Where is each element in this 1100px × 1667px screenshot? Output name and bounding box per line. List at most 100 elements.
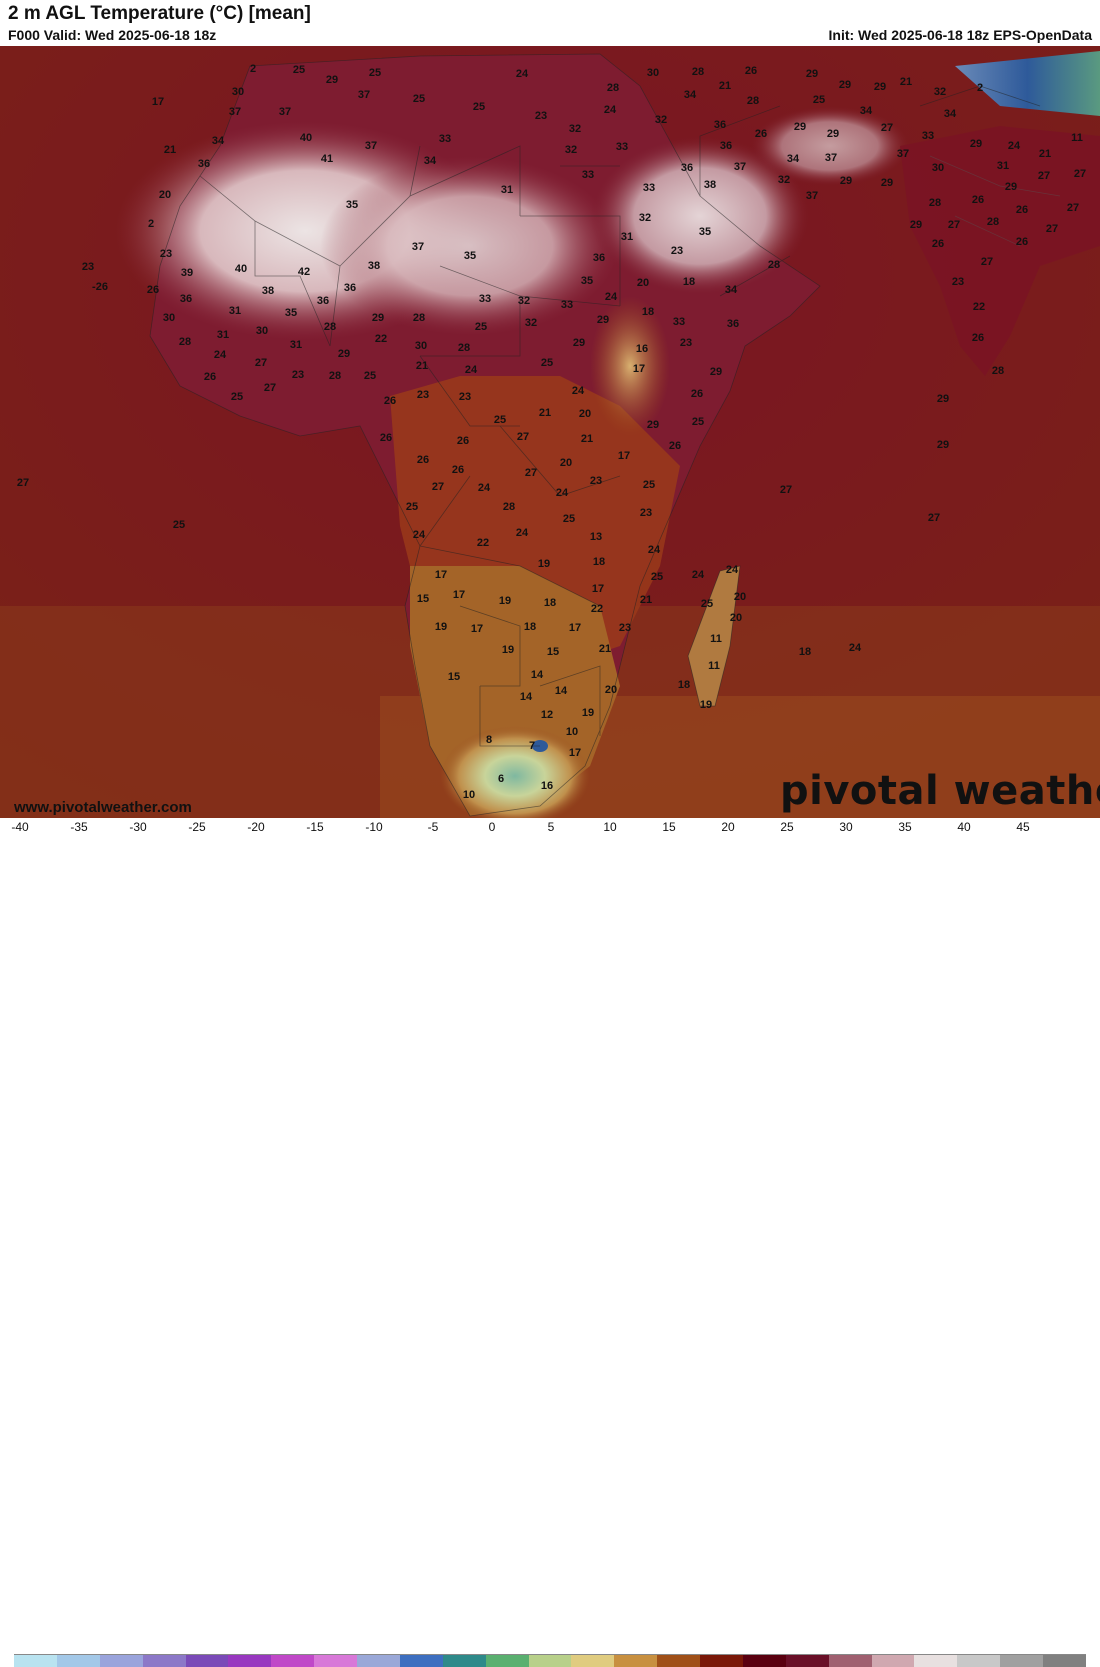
temperature-value: 25: [562, 513, 576, 525]
temperature-value: 27: [524, 467, 538, 479]
temperature-value: 19: [581, 707, 595, 719]
temperature-value: 27: [16, 477, 30, 489]
temperature-value: 27: [254, 357, 268, 369]
temperature-value: 28: [323, 321, 337, 333]
temperature-value: 29: [337, 348, 351, 360]
temperature-value: 24: [725, 564, 739, 576]
temperature-value: 32: [564, 144, 578, 156]
scale-color-swatch: [357, 1655, 400, 1667]
temperature-value: 30: [255, 325, 269, 337]
temperature-value: 37: [805, 190, 819, 202]
temperature-map[interactable]: 2 25 29 25 24 30 28 26 29 30 37 25 25 28 34 21 28 25 29 29 2…: [0, 46, 1100, 818]
temperature-value: 25: [540, 357, 554, 369]
temperature-value: 25: [405, 501, 419, 513]
temperature-value: 29: [936, 393, 950, 405]
temperature-value: 26: [203, 371, 217, 383]
temperature-value: 24: [464, 364, 478, 376]
temperature-value: 26: [383, 395, 397, 407]
temperature-value: 17: [591, 583, 605, 595]
temperature-value: 35: [463, 250, 477, 262]
temperature-value: 23: [670, 245, 684, 257]
temperature-value: 37: [824, 152, 838, 164]
scale-color-swatch: [700, 1655, 743, 1667]
temperature-value: 29: [596, 314, 610, 326]
scale-color-swatch: [614, 1655, 658, 1667]
temperature-value: 29: [709, 366, 723, 378]
temperature-value: 24: [571, 385, 585, 397]
temperature-value: 20: [729, 612, 743, 624]
scale-color-swatch: [271, 1655, 315, 1667]
temperature-value: 2: [147, 218, 155, 230]
temperature-value: 25: [363, 370, 377, 382]
scale-color-swatch: [528, 1655, 572, 1667]
temperature-value: 33: [672, 316, 686, 328]
temperature-value: 20: [604, 684, 618, 696]
map-title: 2 m AGL Temperature (°C) [mean]: [8, 3, 311, 24]
scale-tick-label: 35: [898, 820, 912, 834]
temperature-value: 27: [1066, 202, 1080, 214]
temperature-value: 20: [158, 189, 172, 201]
temperature-value: 38: [367, 260, 381, 272]
temperature-value: 24: [603, 104, 617, 116]
temperature-value: 33: [438, 133, 452, 145]
temperature-value: 38: [261, 285, 275, 297]
temperature-value: 36: [713, 119, 727, 131]
temperature-value: 17: [470, 623, 484, 635]
temperature-value: 8: [485, 734, 493, 746]
temperature-value: 27: [880, 122, 894, 134]
temperature-value: 25: [368, 67, 382, 79]
temperature-value: 11: [710, 633, 722, 645]
temperature-value: 20: [578, 408, 592, 420]
website-url[interactable]: www.pivotalweather.com: [14, 799, 192, 816]
temperature-value: 18: [523, 621, 537, 633]
temperature-value: 28: [178, 336, 192, 348]
scale-tick-label: -35: [70, 820, 88, 834]
scale-tick-label: 25: [780, 820, 794, 834]
scale-color-swatch: [914, 1655, 958, 1667]
temperature-value: 27: [431, 481, 445, 493]
temperature-value: 33: [921, 130, 935, 142]
temperature-value: 24: [691, 569, 705, 581]
scale-tick-label: -10: [365, 820, 383, 834]
temperature-value: 21: [163, 144, 177, 156]
temperature-value: 32: [777, 174, 791, 186]
temperature-value: 26: [1015, 204, 1029, 216]
temperature-value: 2: [976, 82, 984, 94]
temperature-value: 24: [647, 544, 661, 556]
temperature-value: 27: [779, 484, 793, 496]
temperature-value: 26: [456, 435, 470, 447]
temperature-value: 22: [590, 603, 604, 615]
temperature-value: 31: [216, 329, 230, 341]
temperature-value: 29: [873, 81, 887, 93]
temperature-value: 23: [534, 110, 548, 122]
temperature-value: 20: [733, 591, 747, 603]
temperature-value: 28: [328, 370, 342, 382]
temperature-value: 19: [501, 644, 515, 656]
temperature-value: 23: [416, 389, 430, 401]
scale-tick-label: -20: [247, 820, 265, 834]
temperature-value: 34: [859, 105, 873, 117]
temperature-value: 27: [516, 431, 530, 443]
temperature-value: 33: [615, 141, 629, 153]
temperature-value: 24: [477, 482, 491, 494]
temperature-value: 36: [592, 252, 606, 264]
temperature-value: 25: [691, 416, 705, 428]
temperature-value: 28: [986, 216, 1000, 228]
temperature-value: 27: [947, 219, 961, 231]
temperature-value: 41: [320, 153, 334, 165]
temperature-value: 15: [447, 671, 461, 683]
temperature-value: 26: [379, 432, 393, 444]
temperature-value: 27: [263, 382, 277, 394]
temperature-value: 15: [546, 646, 560, 658]
temperature-value: 21: [538, 407, 552, 419]
temperature-value: 33: [560, 299, 574, 311]
temperature-value: 17: [617, 450, 631, 462]
temperature-value: 35: [698, 226, 712, 238]
scale-tick-label: 20: [721, 820, 735, 834]
temperature-value: 26: [971, 332, 985, 344]
temperature-value: 29: [969, 138, 983, 150]
temperature-value: 30: [931, 162, 945, 174]
temperature-value: 25: [172, 519, 186, 531]
temperature-value: 40: [299, 132, 313, 144]
temperature-value: 29: [839, 175, 853, 187]
